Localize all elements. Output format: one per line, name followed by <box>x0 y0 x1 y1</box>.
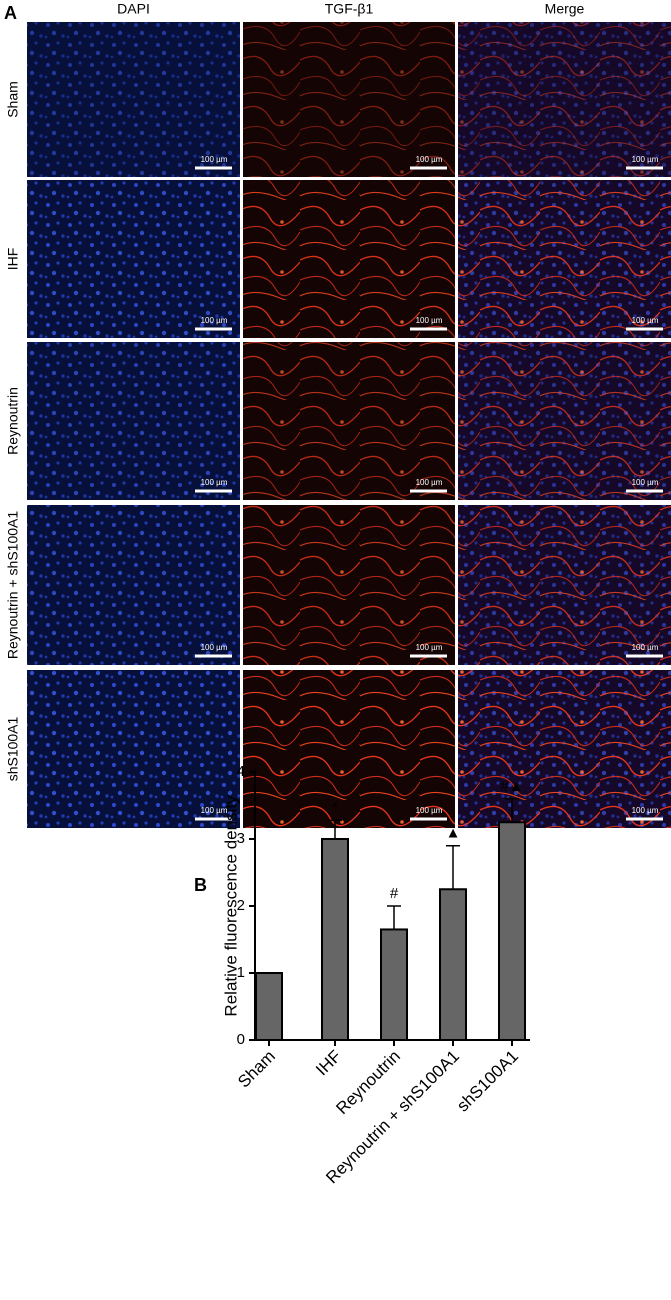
scale-bar-label: 100 µm <box>201 478 228 487</box>
fiber-layer <box>458 505 671 665</box>
scale-bar-label: 100 µm <box>416 155 443 164</box>
row-label: Sham <box>5 81 21 118</box>
scale-bar-label: 100 µm <box>201 155 228 164</box>
image-grid: DAPI TGF-β1 Merge Sham 100 µm 100 µm 100 µm IHF… <box>5 1 671 828</box>
significance-mark: #▲ <box>500 778 523 795</box>
error-bar <box>387 905 401 930</box>
micrograph: 100 µm <box>458 670 671 828</box>
micrograph: 100 µm <box>458 342 671 500</box>
row-label: shS100A1 <box>5 716 21 781</box>
nuclei-layer <box>27 342 240 500</box>
scale-bar-label: 100 µm <box>416 478 443 487</box>
significance-mark: # <box>390 885 399 902</box>
micrograph: 100 µm <box>27 505 240 665</box>
significance-mark: * <box>332 799 338 816</box>
fiber-layer <box>243 505 455 665</box>
micrograph: 100 µm <box>243 670 455 828</box>
micrograph: 100 µm <box>27 180 240 338</box>
x-tick-label: IHF <box>312 1047 345 1080</box>
x-tick-label: shS100A1 <box>453 1047 522 1116</box>
bar <box>380 928 408 1042</box>
micrograph: 100 µm <box>458 180 671 338</box>
y-tick-label: 3 <box>237 830 245 847</box>
fiber-layer <box>458 180 671 338</box>
nuclei-layer <box>27 505 240 665</box>
scale-bar-label: 100 µm <box>416 643 443 652</box>
bar <box>498 821 526 1041</box>
error-bar <box>505 798 519 823</box>
column-header: TGF-β1 <box>325 1 374 17</box>
significance-mark: ▲ <box>446 825 461 842</box>
fiber-layer <box>243 670 455 828</box>
error-bar <box>328 819 342 839</box>
fiber-layer <box>243 22 455 177</box>
nuclei-layer <box>27 670 240 828</box>
y-tick-label: 2 <box>237 897 245 914</box>
micrograph: 100 µm <box>243 505 455 665</box>
scale-bar-label: 100 µm <box>632 478 659 487</box>
x-tick-label: Sham <box>234 1047 279 1092</box>
micrograph: 100 µm <box>27 22 240 177</box>
column-header: Merge <box>545 1 585 17</box>
bar <box>255 972 283 1041</box>
scale-bar-label: 100 µm <box>632 316 659 325</box>
micrograph: 100 µm <box>458 22 671 177</box>
column-header: DAPI <box>117 1 150 17</box>
panel-label: B <box>194 875 207 895</box>
scale-bar-label: 100 µm <box>632 806 659 815</box>
micrograph: 100 µm <box>27 670 240 828</box>
micrograph: 100 µm <box>458 505 671 665</box>
bar <box>439 888 467 1041</box>
y-tick-label: 1 <box>237 964 245 981</box>
scale-bar-label: 100 µm <box>201 806 228 815</box>
nuclei-layer <box>27 180 240 338</box>
y-axis-label: Relative fluorescence density <box>221 795 240 1017</box>
row-label: IHF <box>5 248 21 271</box>
scale-bar-label: 100 µm <box>416 316 443 325</box>
scale-bar-label: 100 µm <box>632 155 659 164</box>
fiber-layer <box>458 670 671 828</box>
micrograph: 100 µm <box>243 22 455 177</box>
bar <box>321 838 349 1041</box>
fiber-layer <box>458 342 671 500</box>
scale-bar-label: 100 µm <box>201 316 228 325</box>
row-label: Reynoutrin <box>5 387 21 455</box>
row-label: Reynoutrin + shS100A1 <box>5 511 21 659</box>
scale-bar-label: 100 µm <box>632 643 659 652</box>
nuclei-layer <box>27 22 240 177</box>
y-tick-label: 4 <box>237 763 245 780</box>
panel-label: A <box>4 3 17 23</box>
scale-bar-label: 100 µm <box>416 806 443 815</box>
fiber-layer <box>458 22 671 177</box>
fiber-layer <box>243 342 455 500</box>
fiber-layer <box>243 180 455 338</box>
scale-bar-label: 100 µm <box>201 643 228 652</box>
error-bar <box>446 844 460 890</box>
micrograph: 100 µm <box>27 342 240 500</box>
micrograph: 100 µm <box>243 342 455 500</box>
y-tick-label: 0 <box>237 1031 245 1048</box>
micrograph: 100 µm <box>243 180 455 338</box>
